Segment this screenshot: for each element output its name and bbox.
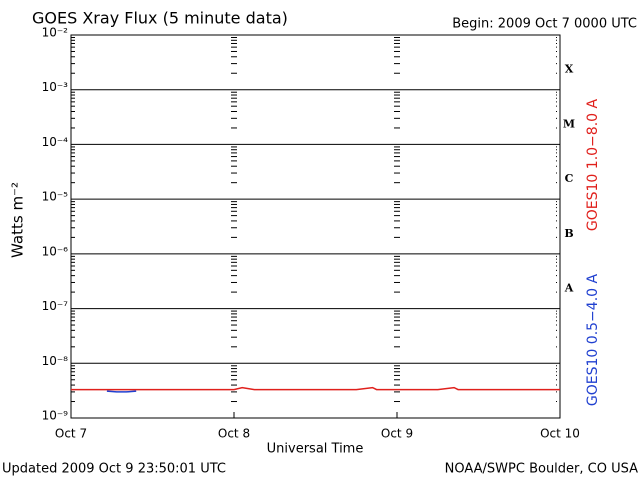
flare-class-label: C (565, 172, 574, 185)
footer-right: NOAA/SWPC Boulder, CO USA (445, 462, 638, 477)
series-line (71, 386, 560, 391)
y-tick-label: 10⁻⁵ (42, 190, 69, 204)
plot-frame (70, 34, 561, 419)
legend-entry: GOES10 1.0−8.0 A (585, 99, 601, 232)
y-axis-label: Watts m⁻² (9, 182, 27, 258)
y-tick-label: 10⁻⁴ (42, 135, 69, 149)
flare-class-label: A (564, 282, 574, 295)
y-tick-label: 10⁻⁶ (42, 244, 69, 258)
y-tick-label: 10⁻⁷ (42, 299, 69, 313)
x-tick-label: Oct 8 (218, 427, 250, 441)
x-axis-label: Universal Time (267, 442, 364, 457)
series-line (106, 390, 137, 393)
y-tick-label: 10⁻⁸ (42, 354, 69, 368)
y-tick-label: 10⁻² (42, 26, 69, 40)
subtitle: Begin: 2009 Oct 7 0000 UTC (452, 17, 637, 32)
y-tick-label: 10⁻³ (42, 80, 69, 94)
x-tick-label: Oct 9 (381, 427, 413, 441)
legend-entry: GOES10 0.5−4.0 A (585, 274, 601, 407)
flare-class-label: M (563, 117, 575, 130)
x-tick-label: Oct 10 (540, 427, 580, 441)
x-tick-label: Oct 7 (55, 427, 87, 441)
y-tick-label: 10⁻⁹ (42, 409, 69, 423)
flare-class-label: X (565, 63, 574, 76)
footer-left: Updated 2009 Oct 9 23:50:01 UTC (2, 462, 226, 477)
chart-title: GOES Xray Flux (5 minute data) (32, 9, 288, 28)
flare-class-label: B (564, 227, 573, 240)
